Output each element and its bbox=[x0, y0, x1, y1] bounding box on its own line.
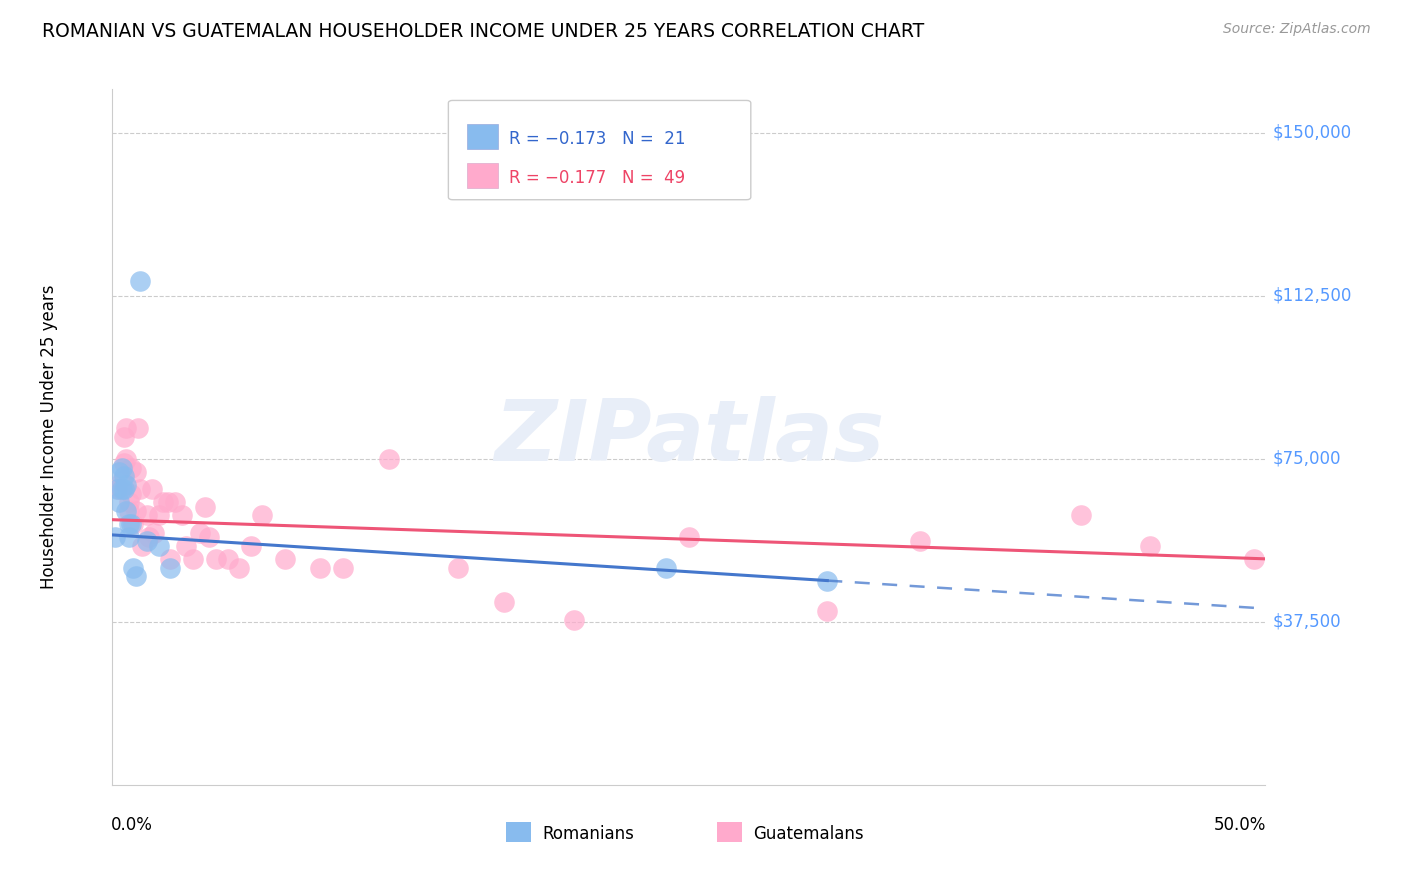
Point bbox=[108, 495, 131, 509]
Point bbox=[815, 574, 838, 588]
Point bbox=[117, 530, 139, 544]
Point bbox=[174, 539, 197, 553]
Point bbox=[124, 504, 146, 518]
Point bbox=[170, 508, 193, 523]
Text: 50.0%: 50.0% bbox=[1215, 816, 1267, 834]
Point bbox=[159, 560, 181, 574]
Point bbox=[131, 539, 153, 553]
Point bbox=[1070, 508, 1092, 523]
Point bbox=[115, 504, 138, 518]
Point bbox=[112, 430, 135, 444]
Point bbox=[127, 421, 149, 435]
Point bbox=[115, 451, 138, 466]
Point bbox=[252, 508, 274, 523]
Point bbox=[136, 534, 159, 549]
Point bbox=[494, 595, 516, 609]
Point bbox=[105, 482, 128, 496]
Point bbox=[198, 530, 221, 544]
Point bbox=[108, 465, 131, 479]
Point bbox=[115, 421, 138, 435]
Point bbox=[678, 530, 700, 544]
Point bbox=[112, 456, 135, 470]
Point bbox=[129, 482, 152, 496]
Point bbox=[655, 560, 678, 574]
Point bbox=[141, 482, 163, 496]
Point bbox=[124, 465, 146, 479]
Text: ZIPatlas: ZIPatlas bbox=[494, 395, 884, 479]
Point bbox=[239, 539, 262, 553]
Point bbox=[124, 569, 146, 583]
Point bbox=[129, 273, 152, 287]
Point bbox=[111, 482, 134, 496]
Text: Source: ZipAtlas.com: Source: ZipAtlas.com bbox=[1223, 22, 1371, 37]
Point bbox=[194, 500, 217, 514]
Point bbox=[274, 551, 297, 566]
Point bbox=[108, 482, 131, 496]
Point bbox=[148, 539, 170, 553]
Point bbox=[122, 516, 145, 531]
Point bbox=[332, 560, 354, 574]
Point bbox=[447, 560, 470, 574]
Point bbox=[1139, 539, 1161, 553]
Point bbox=[156, 495, 179, 509]
Point bbox=[908, 534, 931, 549]
Point bbox=[148, 508, 170, 523]
Point bbox=[120, 516, 142, 531]
Text: R = −0.173   N =  21: R = −0.173 N = 21 bbox=[509, 130, 685, 148]
Point bbox=[117, 504, 139, 518]
Point bbox=[111, 474, 134, 488]
Point bbox=[115, 478, 138, 492]
Text: R = −0.177   N =  49: R = −0.177 N = 49 bbox=[509, 169, 685, 187]
Text: $112,500: $112,500 bbox=[1272, 286, 1351, 305]
Point bbox=[181, 551, 204, 566]
Point bbox=[562, 613, 585, 627]
Point bbox=[143, 525, 166, 540]
Point bbox=[112, 482, 135, 496]
Point bbox=[122, 560, 145, 574]
Point bbox=[136, 508, 159, 523]
Point bbox=[1243, 551, 1265, 566]
Text: 0.0%: 0.0% bbox=[111, 816, 153, 834]
Point bbox=[120, 460, 142, 475]
Text: ROMANIAN VS GUATEMALAN HOUSEHOLDER INCOME UNDER 25 YEARS CORRELATION CHART: ROMANIAN VS GUATEMALAN HOUSEHOLDER INCOM… bbox=[42, 22, 924, 41]
Point bbox=[117, 516, 139, 531]
Point bbox=[163, 495, 186, 509]
Point bbox=[159, 551, 181, 566]
Point bbox=[188, 525, 211, 540]
Text: $37,500: $37,500 bbox=[1272, 613, 1341, 631]
Point bbox=[205, 551, 228, 566]
Point bbox=[217, 551, 239, 566]
Point bbox=[815, 604, 838, 618]
Point bbox=[117, 495, 139, 509]
Point bbox=[111, 460, 134, 475]
Point bbox=[138, 530, 160, 544]
Text: $75,000: $75,000 bbox=[1272, 450, 1341, 467]
Text: Guatemalans: Guatemalans bbox=[754, 825, 865, 843]
Point bbox=[228, 560, 250, 574]
Text: Householder Income Under 25 years: Householder Income Under 25 years bbox=[39, 285, 58, 590]
Text: Romanians: Romanians bbox=[543, 825, 634, 843]
Point bbox=[309, 560, 332, 574]
Text: $150,000: $150,000 bbox=[1272, 124, 1351, 142]
Point bbox=[104, 530, 127, 544]
Point bbox=[112, 469, 135, 483]
Point bbox=[152, 495, 174, 509]
Point bbox=[120, 486, 142, 500]
Point bbox=[378, 451, 401, 466]
